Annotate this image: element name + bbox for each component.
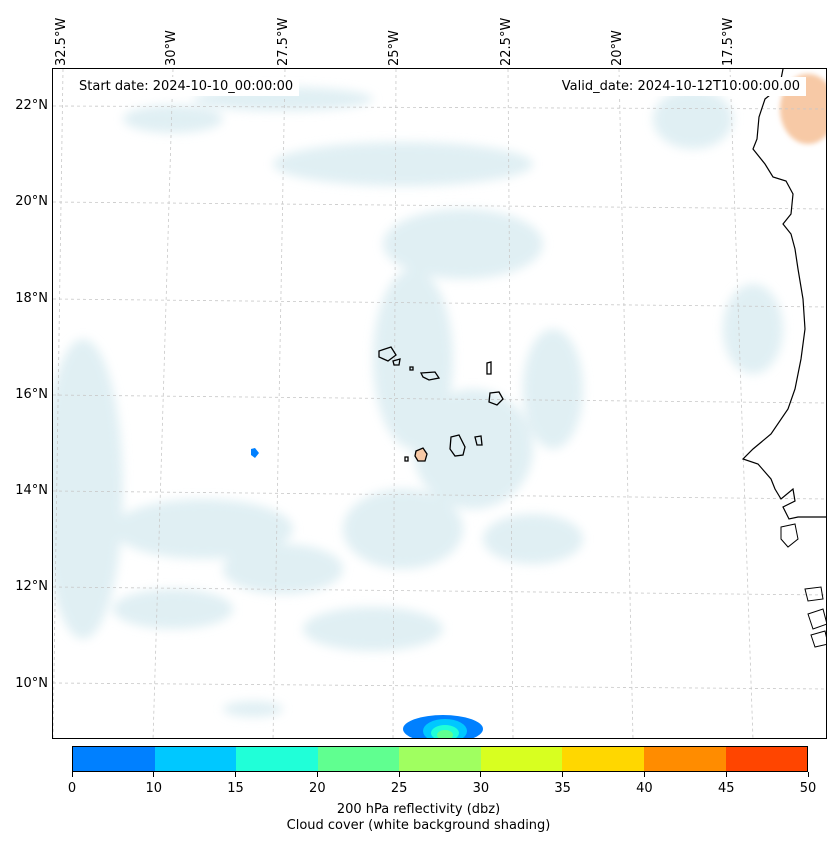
colorbar-tick-label: 20	[309, 781, 326, 796]
colorbar-segment	[562, 747, 644, 771]
lat-label-18n: 18°N	[15, 291, 48, 306]
colorbar-tick-label: 25	[390, 781, 408, 796]
colorbar-segment	[154, 747, 237, 771]
colorbar-tick-label: 15	[227, 781, 244, 796]
valid-date-label: Valid_date: 2024-10-12T10:00:00.00	[555, 77, 806, 96]
lat-label-10n: 10°N	[15, 676, 48, 691]
graticule	[53, 69, 826, 738]
map-canvas[interactable]	[53, 69, 827, 739]
colorbar-tickmark	[562, 772, 564, 777]
colorbar-segment	[725, 747, 808, 771]
colorbar-tick-label: 35	[554, 781, 571, 796]
brava-fogo-island	[414, 447, 428, 462]
colorbar-tickmark	[725, 772, 727, 777]
lat-label-22n: 22°N	[15, 98, 48, 113]
lon-label-20w: 20°W	[610, 30, 625, 66]
cloud-cover-shading	[53, 87, 783, 717]
africa-coastline	[741, 69, 826, 520]
colorbar-tick-label: 40	[636, 781, 653, 796]
lat-label-12n: 12°N	[15, 579, 48, 594]
colorbar-tickmark	[235, 772, 237, 777]
reflectivity-cell-south	[403, 715, 483, 738]
colorbar-segment	[643, 747, 726, 771]
lat-label-14n: 14°N	[15, 483, 48, 498]
colorbar-tick-label: 0	[67, 781, 77, 796]
map-panel[interactable]: Start date: 2024-10-10_00:00:00 Valid_da…	[52, 68, 827, 739]
colorbar-tick-label: 45	[717, 781, 735, 796]
reflectivity-colorbar	[72, 746, 808, 772]
colorbar-segment	[317, 747, 400, 771]
colorbar-label: 200 hPa reflectivity (dbz)	[336, 802, 501, 817]
colorbar-sublabel: Cloud cover (white background shading)	[286, 818, 551, 833]
lat-label-20n: 20°N	[15, 194, 48, 209]
colorbar-segment	[73, 747, 155, 771]
lon-label-32-5w: 32.5°W	[54, 17, 69, 66]
lon-label-17-5w: 17.5°W	[721, 17, 736, 66]
start-date-label: Start date: 2024-10-10_00:00:00	[73, 77, 300, 96]
colorbar-tick-label: 30	[472, 781, 490, 796]
colorbar-tickmark	[71, 772, 73, 777]
colorbar-segment	[480, 747, 563, 771]
colorbar-tickmark	[316, 772, 318, 777]
colorbar-tickmark	[153, 772, 155, 777]
colorbar-tickmark	[807, 772, 809, 777]
lon-label-25w: 25°W	[387, 30, 402, 66]
coastal-islands	[780, 523, 826, 648]
lon-label-30w: 30°W	[164, 30, 179, 66]
lon-label-22-5w: 22.5°W	[499, 17, 514, 66]
colorbar-tick-label: 50	[799, 781, 817, 796]
lon-label-27-5w: 27.5°W	[276, 17, 291, 66]
colorbar-tickmark	[480, 772, 482, 777]
colorbar-tick-label: 10	[145, 781, 163, 796]
colorbar-segment	[399, 747, 481, 771]
colorbar-segment	[236, 747, 318, 771]
reflectivity-cell-west	[251, 448, 259, 458]
cape-verde-islands	[378, 346, 504, 462]
colorbar-tickmark	[643, 772, 645, 777]
lat-label-16n: 16°N	[15, 387, 48, 402]
colorbar-tickmark	[398, 772, 400, 777]
